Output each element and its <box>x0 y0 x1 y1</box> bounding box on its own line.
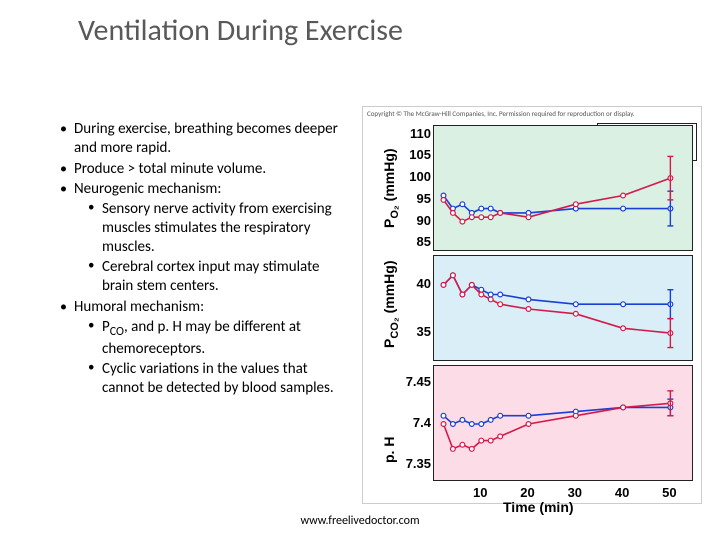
bullet: Produce > total minute volume. <box>60 160 350 179</box>
bullet: During exercise, breathing becomes deepe… <box>60 120 350 158</box>
y-tick: 7.45 <box>405 375 431 388</box>
copyright-text: Copyright © The McGraw-Hill Companies, I… <box>367 109 635 118</box>
y-tick: 7.4 <box>405 416 431 429</box>
y-axis-label: PO₂ (mmHg) <box>381 148 401 228</box>
bullet: Neurogenic mechanism: Sensory nerve acti… <box>60 180 350 296</box>
y-tick: 35 <box>405 325 431 338</box>
x-tick: 40 <box>612 485 632 500</box>
footnote: www.freelivedoctor.com <box>0 514 720 528</box>
bullet: Humoral mechanism: PCO, and p. H may be … <box>60 298 350 398</box>
chart-panel-po2 <box>433 125 693 251</box>
chart-svg <box>434 366 694 482</box>
x-tick: 30 <box>565 485 585 500</box>
chart-svg <box>434 126 694 252</box>
y-tick: 7.35 <box>405 457 431 470</box>
chart-panel-pco2 <box>433 255 693 361</box>
chart-panel-ph <box>433 365 693 481</box>
chart-svg <box>434 256 694 362</box>
y-tick: 90 <box>405 214 431 227</box>
x-tick: 10 <box>470 485 490 500</box>
sub-bullet: Sensory nerve activity from exercising m… <box>88 200 350 256</box>
bullet-column: During exercise, breathing becomes deepe… <box>60 120 350 400</box>
x-tick: 20 <box>518 485 538 500</box>
chart-figure: Copyright © The McGraw-Hill Companies, I… <box>362 106 702 504</box>
sub-bullet: Cerebral cortex input may stimulate brai… <box>88 258 350 296</box>
x-axis-label: Time (min) <box>503 499 574 515</box>
sub-bullet: Cyclic variations in the values that can… <box>88 360 350 398</box>
page-title: Ventilation During Exercise <box>78 12 403 49</box>
y-axis-label: PCO₂ (mmHg) <box>381 260 401 348</box>
x-tick: 50 <box>659 485 679 500</box>
y-tick: 105 <box>405 148 431 161</box>
y-tick: 100 <box>405 170 431 183</box>
y-tick: 40 <box>405 277 431 290</box>
y-tick: 85 <box>405 235 431 248</box>
y-axis-label: p. H <box>381 437 397 463</box>
sub-bullet: PCO, and p. H may be different at chemor… <box>88 318 350 359</box>
y-tick: 110 <box>405 127 431 140</box>
y-tick: 95 <box>405 192 431 205</box>
